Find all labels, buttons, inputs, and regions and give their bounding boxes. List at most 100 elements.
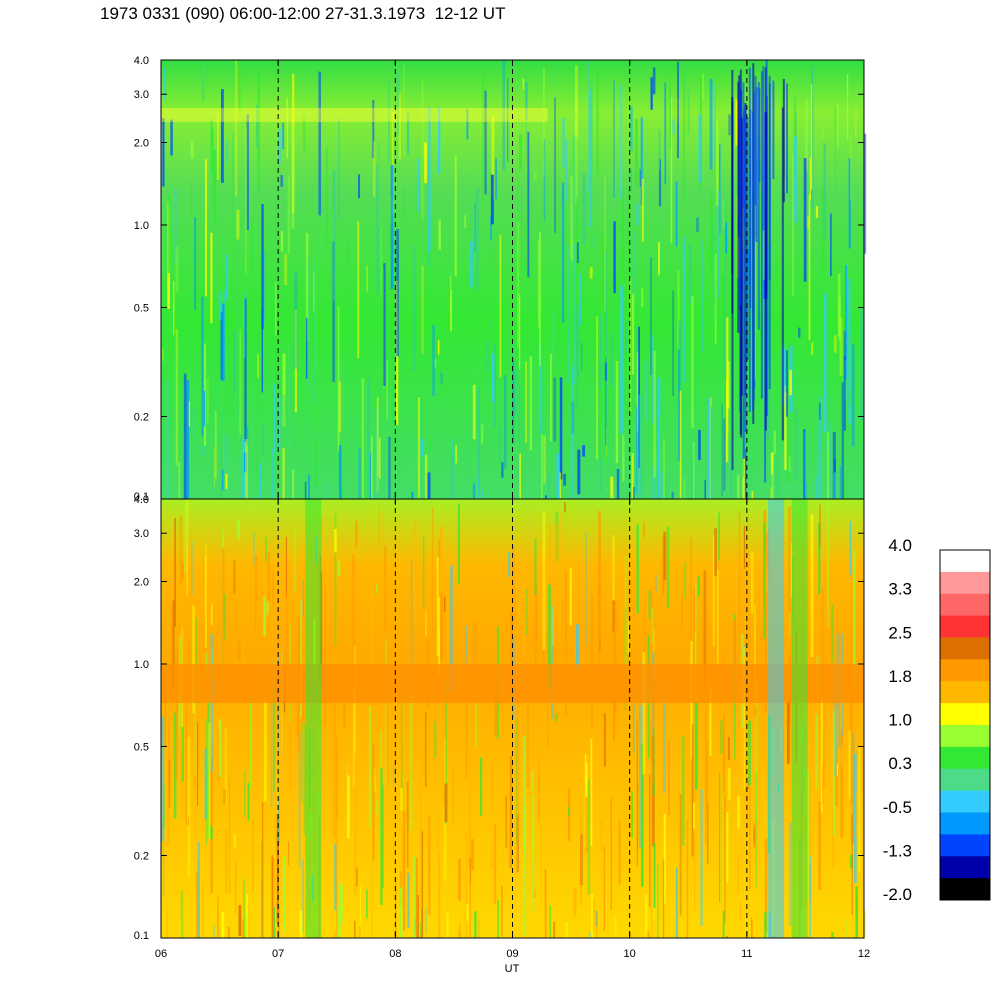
spectrogram-streak [752,112,755,411]
spectrogram-streak [533,889,536,899]
spectrogram-streak [610,333,613,387]
spectrogram-streak [819,402,821,420]
y-tick-label: 1.0 [134,220,149,232]
spectrogram-streak [590,79,593,218]
spectrogram-streak [617,215,619,232]
spectrogram-streak [266,601,269,615]
spectrogram-streak [247,782,250,821]
x-tick-label: 09 [506,948,518,960]
spectrogram-streak [618,820,621,885]
spectrogram-streak [821,186,825,330]
spectrogram-streak [223,789,226,805]
spectrogram-streak [600,457,602,492]
spectrogram-streak [183,373,187,499]
spectrogram-streak [650,257,652,376]
spectrogram-streak [396,229,399,357]
spectrogram-streak [763,522,765,639]
spectrogram-streak [636,406,638,494]
spectrogram-streak [815,205,819,218]
spectrogram-streak [167,195,171,273]
spectrogram-streak [438,538,441,630]
spectrogram-streak [201,296,204,437]
spectrogram-streak [782,79,785,203]
spectrogram-streak [245,439,248,499]
spectrogram-streak [610,476,614,499]
spectrogram-streak [163,288,165,309]
spectrogram-streak [714,283,717,305]
colorbar-swatch [940,593,990,617]
spectrogram-streak [522,570,525,656]
spectrogram-streak [545,495,547,499]
spectrogram-streak [762,66,765,231]
spectrogram-streak [285,590,288,674]
spectrogram-streak [714,253,717,345]
spectrogram-streak [225,473,228,489]
spectrogram-streak [754,75,757,206]
spectrogram-streak [723,713,725,793]
spectrogram-streak [368,706,371,828]
spectrogram-streak [781,107,784,441]
spectrogram-streak [371,862,373,938]
spectrogram-streak [352,645,356,787]
spectrogram-streak [251,221,253,302]
spectrogram-streak [400,788,403,811]
spectrogram-streak [491,735,493,870]
x-axis: 06 07 08 09 10 11 12 [155,60,870,960]
spectrogram-streak [174,188,177,264]
spectrogram-streak [709,78,713,170]
spectrogram-streak [475,621,477,679]
spectrogram-streak [725,222,728,254]
spectrogram-streak [585,531,587,645]
spectrogram-streak [217,113,219,181]
spectrogram-streak [771,460,774,499]
spectrogram-streak [205,543,207,648]
y-tick-label: 0.1 [134,491,149,503]
spectrogram-streak [261,204,264,330]
spectrogram-streak [265,536,267,562]
spectrogram-streak [719,773,721,903]
spectrogram-streak [195,617,197,706]
spectrogram-streak [384,545,387,631]
spectrogram-streak [652,682,655,783]
spectrogram-streak [255,555,257,631]
spectrogram-streak [512,359,515,444]
spectrogram-streak [619,84,623,199]
spectrogram-streak [225,139,229,163]
spectrogram-streak [534,538,537,595]
spectrogram-streak [335,813,338,938]
spectrogram-streak [401,827,404,870]
spectrogram-streak [714,528,717,577]
spectrogram-streak [811,252,814,349]
spectrogram-streak [291,126,295,229]
spectrogram-streak [553,377,556,442]
spectrogram-streak [336,735,338,817]
spectrogram-streak [525,82,528,121]
spectrogram-streak [691,295,694,429]
spectrogram-streak [409,691,413,831]
spectrogram-streak [848,158,851,249]
spectrogram-streak [630,277,632,413]
spectrogram-streak [664,82,667,185]
spectrogram-streak [742,82,745,208]
spectrogram-streak [275,281,277,336]
spectrogram-streak [822,129,825,139]
spectrogram-streak [214,276,217,286]
spectrogram-streak [181,562,184,580]
spectrogram-streak [669,78,671,149]
spectrogram-streak [819,396,822,499]
spectrogram-streak [765,611,767,713]
spectrogram-streak [740,117,743,396]
spectrogram-streak [581,342,583,371]
spectrogram-streak [744,645,746,656]
spectrogram-streak [653,350,656,479]
spectrogram-streak [210,634,214,773]
spectrogram-streak [650,77,653,110]
spectrogram-streak [820,697,823,813]
spectrogram-streak [313,271,315,312]
colorbar-label: 1.8 [888,667,912,686]
spectrogram-streak [833,472,837,499]
spectrogram-streak [168,707,170,845]
spectrogram-streak [443,596,446,613]
spectrogram-streak [519,134,522,170]
spectrogram-streak [250,335,252,378]
